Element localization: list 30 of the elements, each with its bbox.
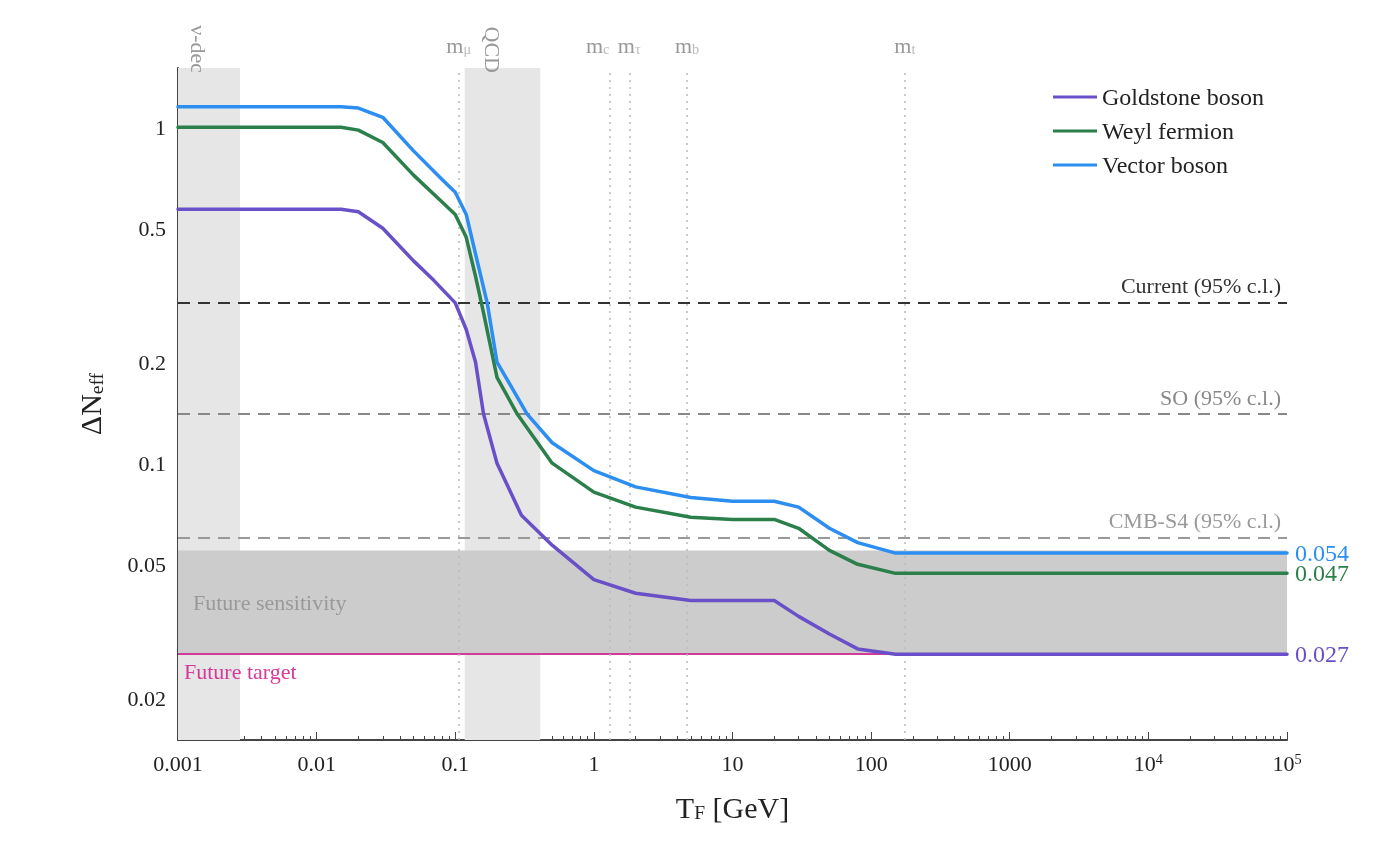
x-tick-label: 0.01 (297, 750, 336, 776)
x-tick-label: 0.1 (441, 750, 469, 776)
ref-line-label: mb (674, 32, 700, 58)
x-tick-label: 10 (721, 750, 744, 776)
band-label: QCD (479, 26, 505, 73)
legend-label: Weyl fermion (1102, 118, 1235, 144)
y-tick-label: 0.2 (138, 349, 166, 375)
legend-label: Vector boson (1102, 152, 1228, 178)
ref-line-label: Future target (184, 658, 297, 684)
legend-label: Goldstone boson (1102, 84, 1264, 110)
y-axis-title: ΔNeff (74, 372, 108, 436)
x-tick-label: 100 (854, 750, 888, 776)
ref-line-label: mτ (617, 32, 641, 58)
y-tick-label: 0.05 (127, 551, 166, 577)
x-axis-title: TF [GeV] (675, 790, 790, 824)
ref-line-label: Current (95% c.l.) (1120, 273, 1281, 299)
y-tick-label: 0.1 (138, 450, 166, 476)
x-tick-label: 1000 (987, 750, 1032, 776)
ref-line-label: mμ (446, 32, 472, 58)
ref-line-label: mc (585, 32, 610, 58)
ref-line-label: SO (95% c.l.) (1160, 384, 1281, 410)
x-tick-label: 0.001 (153, 750, 203, 776)
y-tick-label: 0.02 (127, 685, 166, 711)
ref-line-label: CMB-S4 (95% c.l.) (1108, 508, 1281, 534)
band-label: ν-dec (186, 25, 212, 74)
ref-line-label: mt (894, 32, 916, 58)
y-tick-label: 0.5 (138, 215, 166, 241)
y-tick-label: 1 (155, 114, 166, 140)
x-tick-label: 1 (588, 750, 600, 776)
data-label: 0.027 (1295, 641, 1349, 668)
